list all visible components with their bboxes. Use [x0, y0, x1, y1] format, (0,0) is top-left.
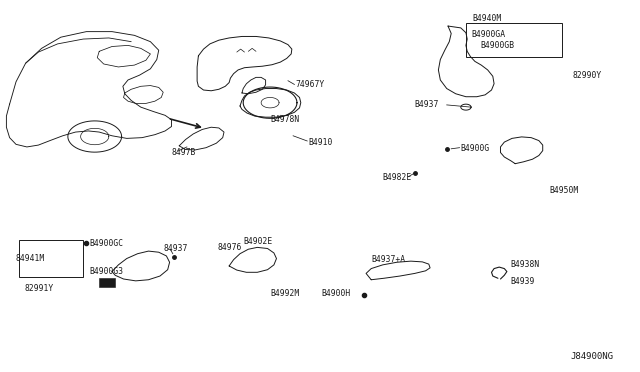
Bar — [19, 240, 83, 277]
Text: B4900G3: B4900G3 — [90, 267, 124, 276]
Text: B4982E: B4982E — [383, 173, 412, 182]
Bar — [466, 23, 562, 57]
Text: B4900GC: B4900GC — [90, 239, 124, 248]
Text: B4939: B4939 — [511, 278, 535, 286]
Text: 74967Y: 74967Y — [296, 80, 325, 89]
Text: B4900GB: B4900GB — [480, 41, 514, 50]
Text: B4902E: B4902E — [243, 237, 273, 246]
Text: B4937+A: B4937+A — [371, 255, 405, 264]
Text: B4938N: B4938N — [511, 260, 540, 269]
Text: B4900G: B4900G — [461, 144, 490, 153]
Text: 84976: 84976 — [218, 243, 242, 251]
Text: 82991Y: 82991Y — [24, 284, 54, 293]
Text: B4937: B4937 — [415, 100, 439, 109]
Text: 84941M: 84941M — [16, 254, 45, 263]
Text: B4900GA: B4900GA — [471, 30, 505, 39]
Text: B4992M: B4992M — [270, 289, 300, 298]
Text: B4910: B4910 — [308, 138, 333, 147]
Text: 8497B: 8497B — [172, 148, 196, 157]
Text: 84937: 84937 — [163, 244, 188, 253]
Text: B4950M: B4950M — [549, 186, 579, 195]
Text: 82990Y: 82990Y — [573, 71, 602, 80]
Bar — [99, 278, 115, 287]
Text: B4940M: B4940M — [472, 14, 502, 23]
Text: J84900NG: J84900NG — [570, 352, 613, 361]
Text: B4900H: B4900H — [321, 289, 351, 298]
Text: B4978N: B4978N — [270, 115, 300, 124]
